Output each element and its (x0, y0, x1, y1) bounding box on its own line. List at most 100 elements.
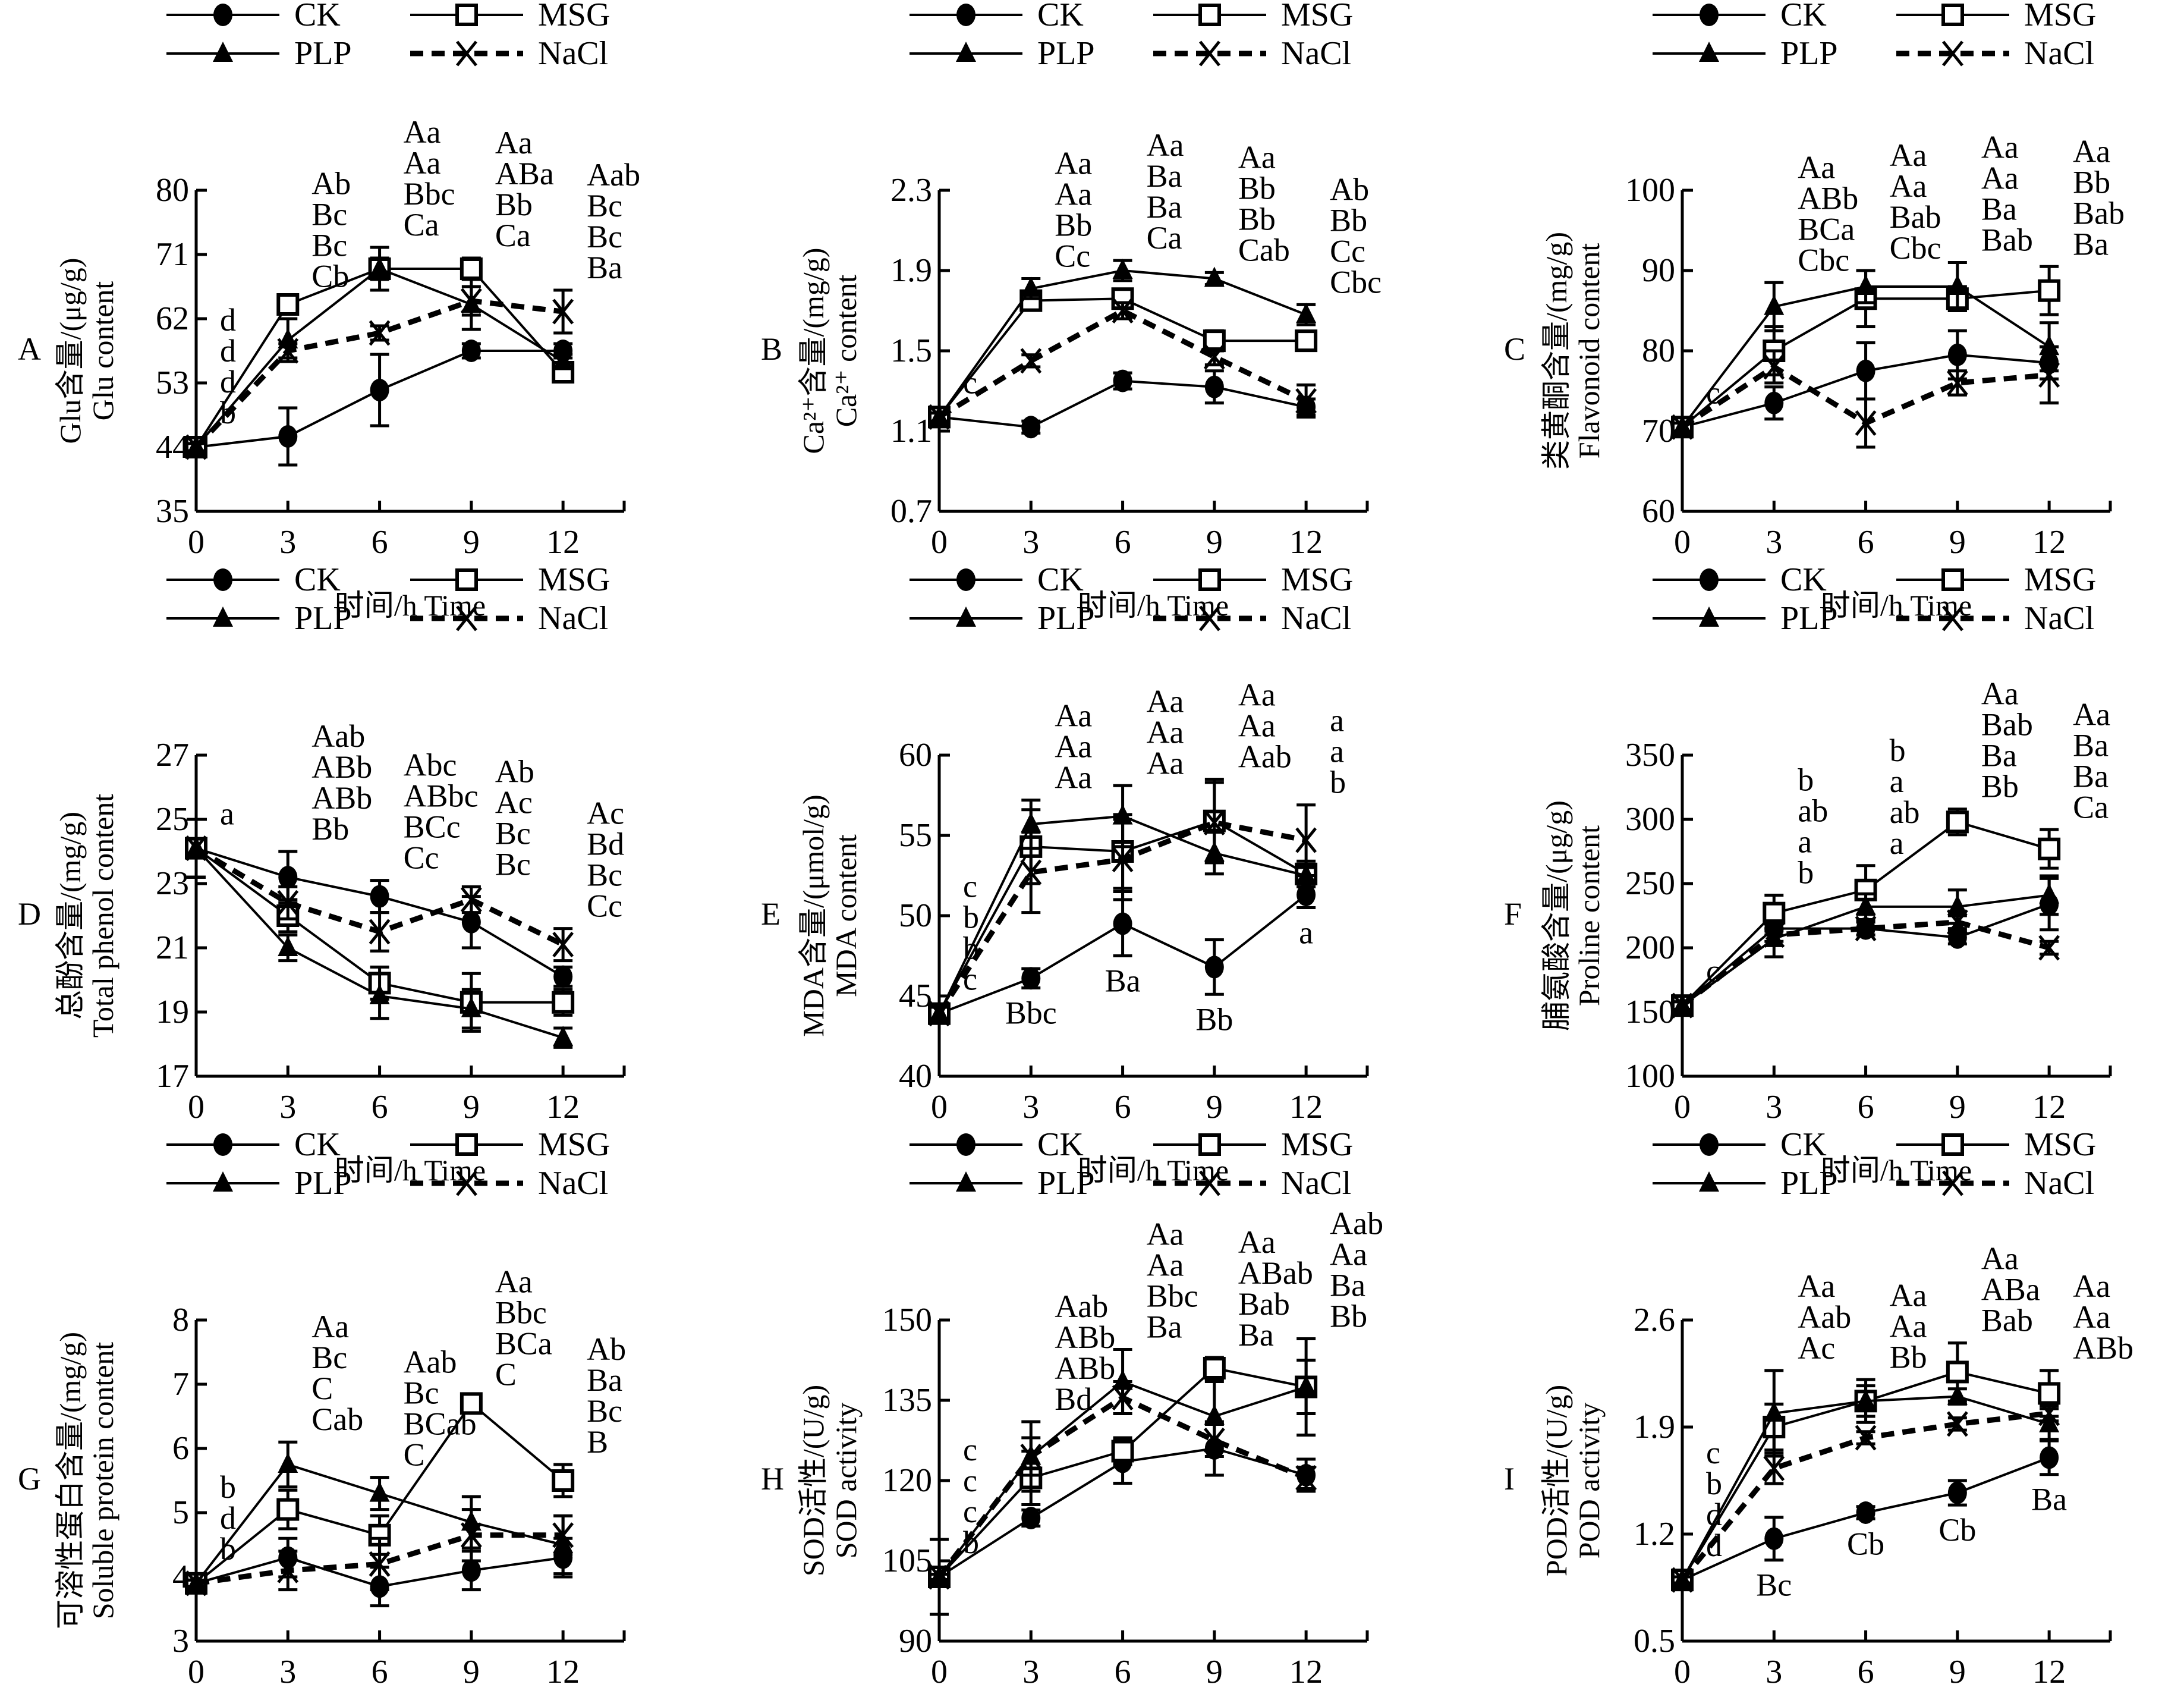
ck-marker (461, 910, 481, 934)
nacl-marker (456, 605, 477, 631)
x-tick-label: 0 (188, 524, 204, 561)
plp-marker (1204, 1404, 1225, 1425)
nacl-marker (1112, 846, 1134, 873)
legend-item-msg: MSG (1896, 561, 2096, 598)
ck-marker (1947, 926, 1967, 949)
msg-marker (1203, 1357, 1226, 1379)
nacl-marker (1672, 414, 1693, 440)
y-axis-title-en: Ca²⁺ content (829, 275, 863, 428)
y-axis-title-cn: SOD活性/(U/g) (797, 1385, 830, 1576)
y-tick-label: 60 (899, 737, 932, 774)
significance-label: Ab (587, 1331, 626, 1367)
msg-marker (455, 4, 478, 26)
series-ck (187, 340, 573, 467)
ck-marker (461, 1559, 481, 1582)
msg-marker (276, 293, 300, 316)
y-tick-label: 200 (1625, 929, 1675, 966)
ck-marker (213, 1133, 232, 1156)
significance-label: c (963, 1463, 977, 1498)
x-tick-label: 6 (1858, 1089, 1874, 1126)
x-tick-label: 9 (1206, 524, 1223, 561)
axes: 60 70 80 90 100 0 3 6 9 12 (1625, 172, 2112, 561)
msg-marker (276, 1498, 300, 1521)
ck-marker (2040, 1446, 2059, 1469)
axes: 0.7 1.1 1.5 1.9 2.3 0 3 6 9 12 (890, 172, 1369, 561)
series-ck (1673, 1439, 2059, 1592)
panel-letter: F (1504, 896, 1522, 932)
series-nacl (1672, 909, 2060, 1019)
legend-label: CK (294, 561, 341, 598)
significance-label: Bbc (404, 176, 455, 212)
nacl-marker (1946, 909, 1968, 935)
series-line (1681, 919, 2050, 1008)
y-tick-label: 300 (1625, 801, 1675, 838)
plp-marker (1764, 294, 1785, 315)
ck-marker (1021, 416, 1041, 439)
y-tick-label: 2.6 (1634, 1302, 1675, 1338)
panel-letter: D (18, 896, 41, 932)
significance-label: ABb (311, 749, 372, 785)
x-tick-label: 12 (1289, 1654, 1323, 1690)
legend-item-ck: CK (1653, 0, 1827, 33)
x-tick-label: 9 (1949, 524, 1966, 561)
y-tick-label: 90 (1642, 252, 1675, 289)
legend-label: PLP (294, 35, 352, 72)
legend-label: PLP (1037, 35, 1095, 72)
legend-label: PLP (1780, 35, 1838, 72)
legend-item-nacl: NaCl (410, 600, 608, 637)
ck-marker (1947, 343, 1967, 366)
y-tick-label: 1.2 (1634, 1516, 1675, 1553)
plp-marker (1699, 606, 1719, 627)
significance-label: a (1890, 763, 1904, 799)
significance-label: Aa (404, 114, 441, 150)
significance-label: Bb (1890, 1339, 1927, 1375)
nacl-marker (185, 434, 207, 460)
legend-label: MSG (538, 1126, 610, 1163)
nacl-marker (1672, 992, 1693, 1019)
significance-label: Aa (2073, 1299, 2110, 1335)
x-tick-label: 0 (188, 1654, 204, 1690)
plp-marker (1947, 275, 1968, 295)
significance-label: Bc (311, 1340, 347, 1375)
y-tick-label: 53 (156, 364, 189, 401)
series-plp (929, 259, 1317, 426)
x-tick-label: 3 (1766, 524, 1782, 561)
plp-marker (1947, 1384, 1968, 1405)
ck-marker (956, 4, 975, 26)
ck-marker (1021, 967, 1041, 990)
legend-item-plp: PLP (166, 1165, 352, 1202)
significance-label: Ba (1330, 1268, 1365, 1303)
ck-marker (1700, 568, 1719, 591)
significance-label: b (220, 1531, 236, 1567)
significance-label: Aab (587, 157, 640, 193)
y-tick-label: 62 (156, 300, 189, 337)
significance-label-below: Bb (1195, 1001, 1233, 1037)
y-axis-title-en: Total phenol content (86, 794, 119, 1038)
y-tick-label: 1.9 (1634, 1409, 1675, 1445)
ck-marker (1204, 956, 1224, 979)
x-tick-label: 12 (2032, 524, 2066, 561)
nacl-marker (929, 1001, 950, 1027)
significance-label: Bb (1238, 170, 1276, 206)
y-tick-label: 100 (1625, 172, 1675, 209)
y-tick-label: 6 (172, 1430, 189, 1467)
y-tick-label: 80 (156, 172, 189, 209)
nacl-marker (1942, 40, 1963, 67)
significance-label: d (220, 333, 236, 369)
significance-label: Bb (1330, 202, 1367, 238)
y-tick-label: 1.1 (890, 413, 932, 450)
legend-item-plp: PLP (1653, 600, 1838, 637)
nacl-marker (1946, 1411, 1968, 1437)
legend-item-msg: MSG (1896, 0, 2096, 33)
legend-label: NaCl (2024, 600, 2094, 637)
x-tick-label: 6 (1858, 1654, 1874, 1690)
significance-label: Bd (587, 826, 624, 862)
significance-label: Bbc (1147, 1278, 1198, 1314)
ck-marker (1113, 369, 1132, 392)
x-tick-label: 9 (463, 1089, 480, 1126)
ck-marker (1021, 1507, 1041, 1529)
y-tick-label: 23 (156, 865, 189, 902)
legend-item-nacl: NaCl (1896, 1165, 2094, 1202)
